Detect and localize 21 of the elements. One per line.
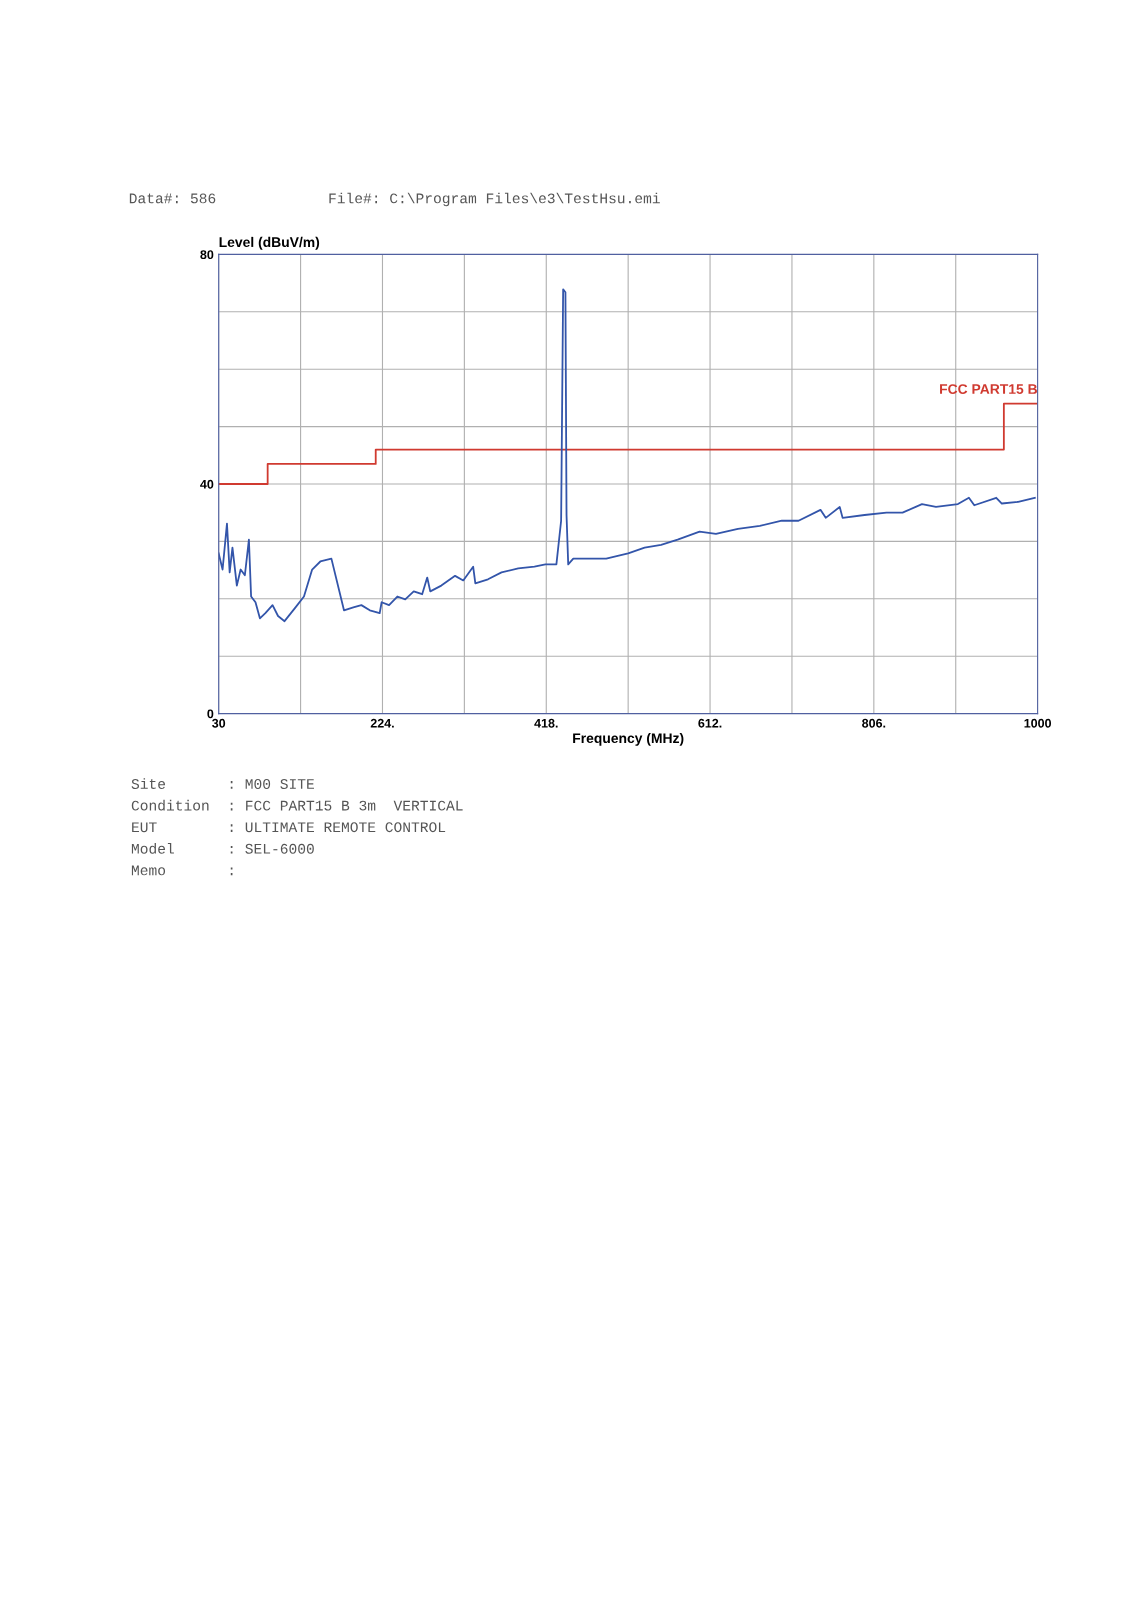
x-axis-title: Frequency (MHz) — [573, 732, 684, 746]
text: Site : M00 SITE — [131, 778, 314, 789]
y-tick-label: 40 — [200, 479, 214, 489]
series-label: FCC PART15 B — [940, 384, 1037, 395]
text: Memo : — [131, 865, 233, 876]
line-series — [218, 402, 1038, 485]
x-tick-label: 612. — [698, 718, 722, 728]
x-tick-label: 1000 — [1024, 718, 1052, 728]
y-tick-label: 0 — [207, 709, 214, 719]
y-axis-title: Level (dBuV/m) — [219, 236, 320, 250]
x-tick-label: 224. — [370, 718, 394, 728]
y-tick-label: 80 — [200, 250, 214, 260]
text: Data#: 586 — [129, 193, 216, 204]
line-series — [218, 288, 1036, 623]
x-tick-label: 806. — [862, 718, 886, 728]
text: Condition : FCC PART15 B 3m VERTICAL — [131, 799, 463, 811]
text: EUT : ULTIMATE REMOTE CONTROL — [132, 822, 446, 833]
x-tick-label: 418. — [534, 718, 558, 728]
text: Model : SEL-6000 — [131, 843, 314, 854]
text: File#: C:\Program Files\e3\TestHsu.emi — [329, 192, 660, 207]
x-tick-label: 30 — [212, 718, 226, 728]
